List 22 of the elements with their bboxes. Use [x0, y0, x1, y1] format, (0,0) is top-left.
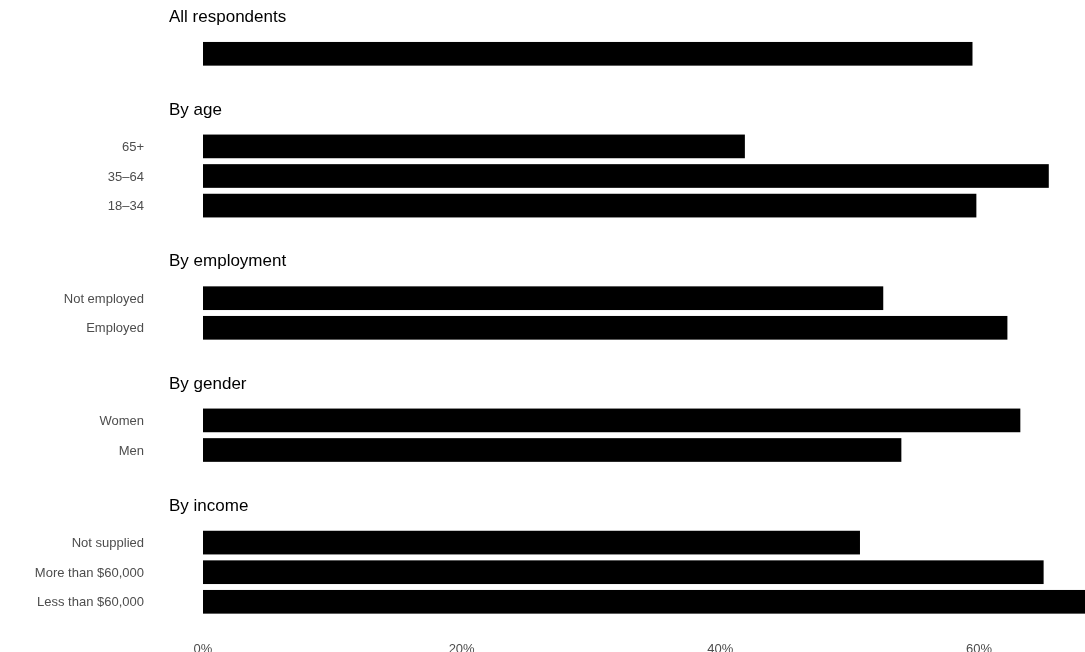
y-tick-label: 35–64 [107, 168, 144, 184]
bar [203, 530, 860, 555]
chart-title: By income [169, 495, 249, 515]
bar [203, 589, 1085, 614]
chart-title: By gender [169, 373, 247, 393]
chart-title: All respondents [169, 7, 287, 26]
x-tick-label: 40% [707, 640, 734, 652]
y-tick-label: Employed [86, 320, 144, 336]
x-tick-label: 60% [965, 640, 993, 652]
y-tick-label: Women [99, 412, 144, 428]
chart-title: By employment [169, 251, 287, 271]
x-tick-label: 0% [193, 640, 213, 652]
y-tick-label: Not supplied [71, 535, 144, 551]
chart-title: By age [169, 99, 222, 119]
y-tick-label: More than $60,000 [34, 564, 144, 580]
y-tick-label: Less than $60,000 [37, 594, 144, 610]
x-tick-label: 20% [448, 640, 476, 652]
y-tick-label: Men [118, 442, 144, 458]
bar [203, 560, 1044, 585]
y-tick-label: 18–34 [107, 198, 144, 214]
y-tick-label: Not employed [63, 290, 144, 306]
y-tick-label: 65+ [121, 138, 144, 154]
